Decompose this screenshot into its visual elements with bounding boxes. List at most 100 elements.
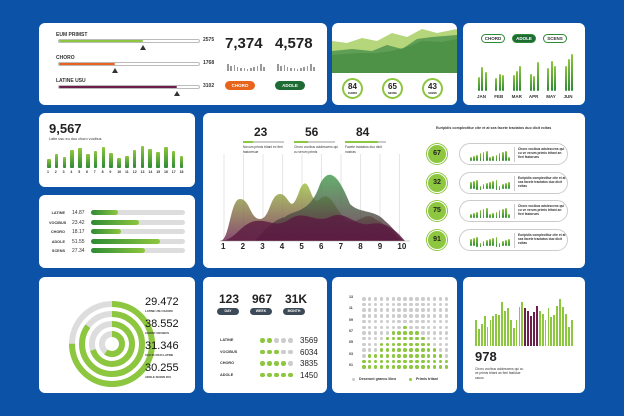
hbar-value: 18.17 bbox=[72, 229, 85, 236]
rating-value: 1450 bbox=[300, 370, 318, 380]
x-axis-label: 6 bbox=[319, 242, 324, 251]
center-stat-value: 56 bbox=[305, 125, 319, 139]
sparkline-bar bbox=[256, 66, 259, 71]
mini-bar bbox=[495, 179, 498, 190]
legend-pill[interactable]: ADOLE bbox=[512, 34, 536, 43]
rating-dot bbox=[281, 338, 286, 343]
month-bar bbox=[519, 65, 522, 91]
period-button[interactable]: DAY bbox=[217, 308, 239, 315]
count-bar bbox=[47, 159, 51, 168]
matrix-dot bbox=[379, 314, 384, 318]
mini-bar bbox=[476, 179, 479, 190]
matrix-dot bbox=[409, 348, 413, 352]
legend-pill[interactable]: SCENS bbox=[543, 34, 567, 43]
matrix-dot bbox=[444, 342, 449, 347]
stat-button[interactable]: ADOLE bbox=[275, 81, 305, 90]
matrix-dot bbox=[379, 365, 384, 369]
area-chart bbox=[332, 29, 457, 73]
matrix-dot bbox=[362, 308, 366, 312]
mini-bar bbox=[508, 214, 511, 218]
month-bar bbox=[515, 71, 518, 91]
matrix-dot bbox=[415, 314, 419, 318]
month-label: JUN bbox=[563, 94, 573, 99]
rating-dot bbox=[288, 361, 293, 366]
matrix-dot bbox=[373, 354, 378, 358]
matrix-dot bbox=[373, 365, 378, 369]
mini-bar bbox=[505, 151, 507, 161]
count-bar bbox=[125, 156, 129, 168]
matrix-dot bbox=[421, 359, 425, 364]
period-value: 123 bbox=[219, 292, 240, 306]
matrix-dot bbox=[432, 302, 437, 307]
stat-button[interactable]: CHORO bbox=[225, 81, 255, 90]
x-axis-label: 9 bbox=[377, 242, 383, 251]
matrix-dot bbox=[432, 325, 437, 329]
matrix-dot bbox=[421, 331, 425, 335]
matrix-dot bbox=[391, 359, 395, 364]
matrix-dot bbox=[385, 314, 390, 318]
bar bbox=[518, 307, 521, 346]
mini-bar bbox=[470, 214, 472, 218]
mini-bar bbox=[486, 240, 488, 247]
matrix-dot bbox=[367, 302, 372, 307]
matrix-dot bbox=[373, 308, 378, 312]
sparkline-bar bbox=[306, 66, 309, 71]
matrix-dot bbox=[362, 297, 366, 301]
matrix-dot bbox=[438, 308, 443, 312]
progress-track bbox=[58, 85, 200, 89]
score-value: 65 bbox=[388, 82, 397, 91]
legend-label: Deserunt graeco libro bbox=[359, 377, 397, 381]
hbar-track bbox=[91, 219, 185, 225]
count-label: 13 bbox=[140, 170, 145, 174]
count-bar bbox=[78, 148, 82, 168]
area-card: 84 CHORO 65 NEOSE 43 SCENS bbox=[332, 23, 457, 105]
count-label: 11 bbox=[125, 170, 129, 174]
rating-dot bbox=[267, 349, 272, 354]
progress-value: 3102 bbox=[203, 83, 215, 89]
rating-label: LATINE bbox=[220, 338, 234, 342]
matrix-dot bbox=[391, 348, 395, 352]
marker-icon bbox=[140, 45, 147, 50]
period-button[interactable]: WEEK bbox=[250, 308, 272, 315]
bar bbox=[509, 320, 512, 346]
rating-dot bbox=[281, 361, 286, 366]
matrix-dot bbox=[373, 342, 378, 347]
mini-bar bbox=[479, 185, 482, 190]
month-bar bbox=[571, 53, 574, 91]
bar bbox=[498, 314, 501, 346]
mini-bar bbox=[502, 241, 504, 247]
matrix-dot bbox=[391, 297, 395, 301]
x-axis-label: 3 bbox=[260, 242, 265, 251]
matrix-dot bbox=[367, 359, 372, 364]
sparkline-bar bbox=[283, 65, 286, 71]
score-circle: 67 bbox=[427, 144, 447, 164]
month-label: MAY bbox=[546, 94, 556, 99]
row-pill: Euripidis complectitur cite et at sea fa… bbox=[459, 228, 568, 251]
matrix-dot bbox=[409, 302, 413, 307]
matrix-dot bbox=[379, 348, 384, 352]
score-label: SCENS bbox=[428, 92, 437, 95]
matrix-dot bbox=[403, 308, 407, 312]
matrix-dot bbox=[397, 336, 401, 341]
sparkline-bar bbox=[280, 66, 282, 71]
count-label: 7 bbox=[93, 170, 96, 174]
matrix-dot bbox=[362, 365, 366, 369]
matrix-dot bbox=[438, 325, 443, 329]
matrix-dot bbox=[367, 331, 372, 335]
count-label: 9 bbox=[109, 170, 112, 174]
count-value: 9,567 bbox=[49, 121, 82, 136]
mini-bar bbox=[473, 155, 475, 161]
legend-pill[interactable]: CHORD bbox=[481, 34, 505, 43]
matrix-dot bbox=[367, 354, 372, 358]
matrix-dot bbox=[362, 325, 366, 329]
matrix-dot bbox=[391, 319, 395, 324]
rating-dot bbox=[274, 372, 279, 377]
mini-bar bbox=[489, 238, 491, 247]
y-axis-label: 11 bbox=[349, 306, 353, 311]
sparkline-bar bbox=[313, 67, 315, 71]
rating-dot bbox=[288, 349, 293, 354]
matrix-dot bbox=[403, 325, 407, 329]
hbar-fill bbox=[91, 229, 122, 235]
period-button[interactable]: MONTH bbox=[283, 308, 305, 315]
sparkline-bar bbox=[293, 68, 295, 71]
